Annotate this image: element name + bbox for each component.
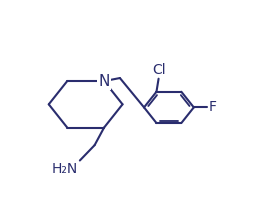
Text: N: N	[98, 74, 110, 89]
Text: Cl: Cl	[152, 63, 165, 77]
Text: F: F	[209, 100, 217, 114]
Text: H₂N: H₂N	[51, 162, 78, 176]
